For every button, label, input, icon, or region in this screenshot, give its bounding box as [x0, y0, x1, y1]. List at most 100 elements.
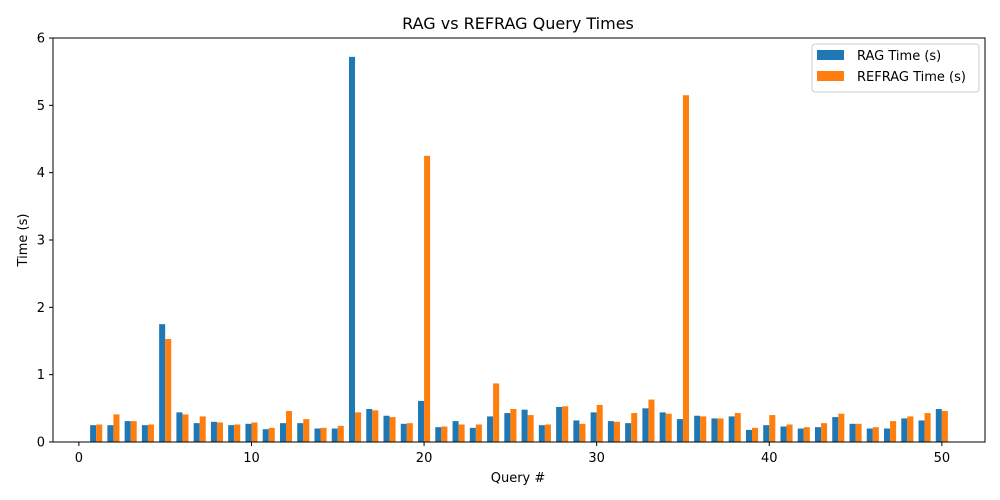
bar-refrag-query-44 [838, 413, 845, 442]
bar-refrag-query-49 [924, 413, 931, 442]
bar-refrag-query-50 [941, 411, 948, 442]
bar-refrag-query-43 [821, 423, 828, 442]
x-axis-ticks: 0 10 20 30 40 50 [75, 442, 950, 466]
bar-rag-query-44 [832, 417, 839, 442]
bar-refrag-query-42 [803, 427, 810, 442]
bar-refrag-query-9 [234, 424, 241, 442]
bar-refrag-query-46 [872, 427, 879, 442]
y-axis-ticks: 0 1 2 3 4 5 6 [37, 32, 53, 451]
bar-refrag-query-13 [303, 419, 310, 442]
bar-rag-query-24 [487, 416, 494, 442]
y-tick-label: 1 [37, 368, 45, 383]
bar-refrag-query-20 [424, 155, 431, 442]
bar-rag-query-43 [815, 427, 822, 442]
bar-rag-query-29 [573, 420, 580, 442]
bar-refrag-query-21 [441, 426, 448, 442]
x-tick-label: 10 [243, 451, 260, 466]
plot-frame [52, 37, 986, 443]
bar-refrag-query-24 [493, 383, 500, 442]
bar-refrag-query-22 [458, 424, 465, 442]
bar-refrag-query-36 [700, 416, 707, 442]
bar-rag-query-38 [728, 416, 735, 442]
bar-rag-query-9 [228, 425, 235, 442]
legend-label-rag: RAG Time (s) [857, 49, 941, 64]
bar-refrag-query-31 [613, 421, 620, 442]
bar-refrag-query-41 [786, 424, 793, 442]
y-tick-label: 6 [37, 32, 45, 47]
bar-rag-query-1 [90, 425, 97, 442]
bar-refrag-query-7 [199, 416, 206, 442]
bar-rag-query-49 [918, 420, 925, 442]
bar-refrag-query-1 [96, 424, 103, 442]
legend-label-refrag: REFRAG Time (s) [857, 70, 966, 85]
bar-refrag-query-40 [769, 415, 776, 442]
bar-rag-query-35 [676, 419, 683, 442]
bar-refrag-query-15 [337, 425, 344, 442]
bar-rag-query-31 [607, 421, 614, 442]
bar-refrag-query-37 [717, 418, 724, 442]
bar-refrag-query-10 [251, 422, 258, 442]
legend-swatch-refrag [817, 71, 844, 81]
x-tick-label: 20 [416, 451, 433, 466]
y-axis-label: Time (s) [16, 214, 31, 268]
y-tick-label: 5 [37, 99, 45, 114]
bar-refrag-query-30 [596, 404, 603, 442]
bar-rag-query-7 [193, 423, 200, 442]
bar-refrag-query-18 [389, 417, 396, 442]
x-tick-label: 50 [934, 451, 951, 466]
bar-rag-query-2 [107, 425, 114, 442]
y-tick-label: 3 [37, 234, 45, 249]
bar-rag-query-47 [884, 428, 891, 442]
bar-rag-query-10 [245, 423, 252, 442]
bar-rag-query-3 [124, 421, 131, 442]
bar-rag-query-25 [504, 413, 511, 442]
bar-rag-query-15 [331, 428, 338, 442]
bar-refrag-query-48 [907, 416, 914, 442]
bar-rag-query-23 [469, 427, 476, 442]
bar-refrag-query-32 [631, 413, 638, 442]
bar-refrag-query-11 [268, 427, 275, 442]
bar-refrag-query-27 [544, 424, 551, 442]
legend-box [811, 43, 980, 93]
plot-area [90, 56, 948, 442]
bar-refrag-query-33 [648, 399, 655, 442]
bar-refrag-query-12 [286, 411, 293, 442]
y-tick-label: 2 [37, 301, 45, 316]
y-tick-label: 0 [37, 436, 45, 451]
bar-rag-query-28 [556, 406, 563, 442]
bar-rag-query-45 [849, 423, 856, 442]
bar-rag-query-39 [745, 429, 752, 442]
chart-title: RAG vs REFRAG Query Times [402, 14, 634, 33]
legend: RAG Time (s) REFRAG Time (s) [811, 43, 980, 93]
bar-rag-query-22 [452, 421, 459, 442]
bar-rag-query-4 [141, 425, 148, 442]
bar-refrag-query-6 [182, 414, 189, 442]
bar-rag-query-11 [262, 429, 269, 442]
bar-refrag-query-14 [320, 427, 327, 442]
bar-rag-query-32 [625, 423, 632, 442]
bar-refrag-query-26 [527, 415, 534, 442]
bar-rag-query-19 [400, 423, 407, 442]
bar-rag-query-37 [711, 418, 718, 442]
bar-refrag-query-28 [562, 406, 569, 442]
bar-rag-query-36 [694, 415, 701, 442]
bar-rag-query-20 [418, 400, 425, 442]
bar-rag-query-33 [642, 408, 649, 442]
x-tick-label: 30 [588, 451, 605, 466]
bar-refrag-query-16 [355, 412, 362, 442]
bar-rag-query-21 [435, 427, 442, 442]
bar-refrag-query-34 [665, 413, 672, 442]
bar-refrag-query-5 [165, 338, 172, 442]
bar-rag-query-6 [176, 412, 183, 442]
bar-rag-query-34 [659, 412, 666, 442]
bar-rag-query-8 [210, 421, 217, 442]
bar-rag-query-14 [314, 428, 321, 442]
bar-rag-query-18 [383, 415, 390, 442]
bar-refrag-query-19 [406, 423, 413, 442]
bar-rag-query-12 [279, 423, 286, 442]
bar-refrag-query-25 [510, 409, 517, 442]
bar-refrag-query-35 [682, 95, 689, 442]
x-axis-label: Query # [491, 471, 546, 486]
x-tick-label: 40 [761, 451, 778, 466]
